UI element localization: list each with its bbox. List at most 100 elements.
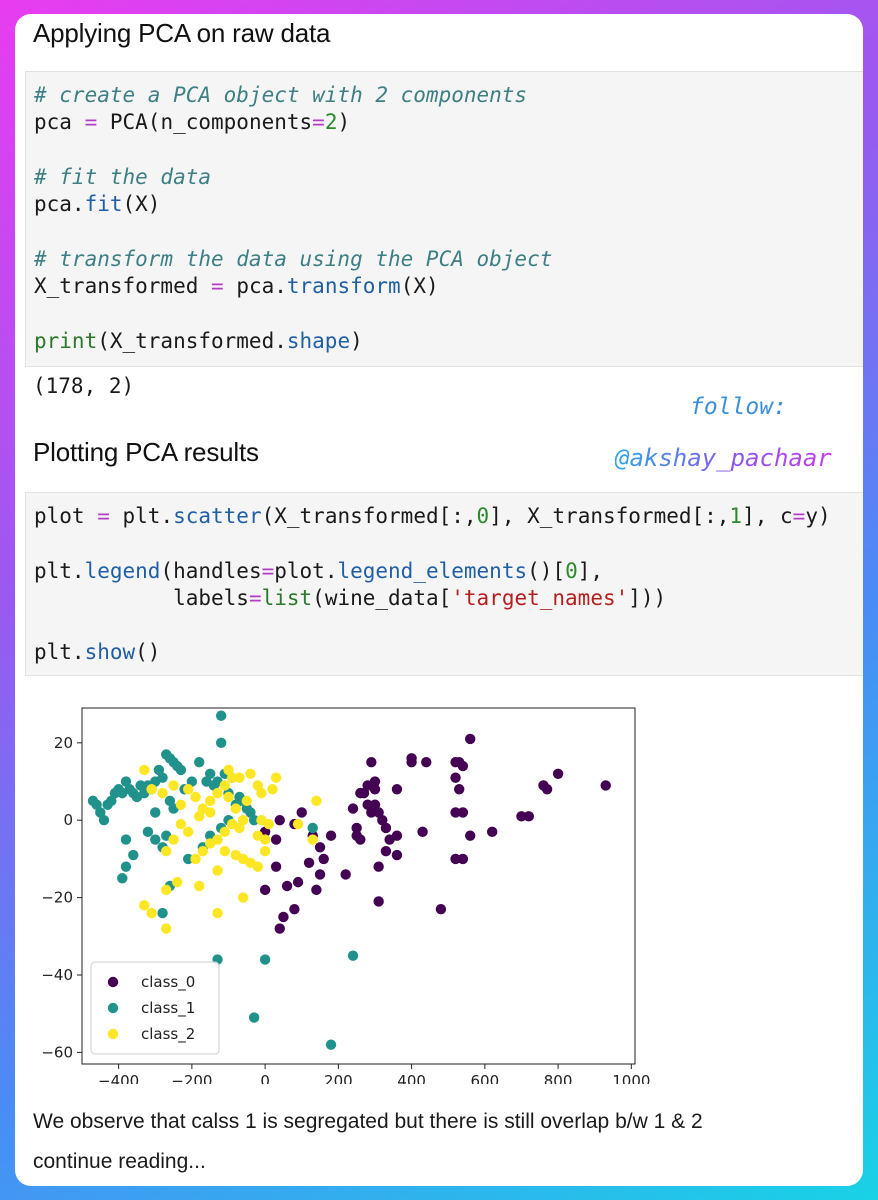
scatter-point-class-2	[223, 764, 234, 776]
scatter-point-class-2	[241, 795, 253, 807]
scatter-point-class-2	[307, 834, 318, 845]
code-line: pca.fit(X)	[34, 192, 160, 216]
scatter-point-class-1	[215, 737, 227, 749]
scatter-point-class-0	[516, 811, 527, 822]
scatter-point-class-2	[252, 830, 263, 841]
scatter-point-class-2	[157, 787, 168, 799]
scatter-point-class-1	[95, 807, 106, 818]
scatter-point-class-1	[245, 807, 256, 818]
scatter-point-class-0	[351, 822, 362, 834]
code-token: PCA(n_components	[97, 110, 313, 135]
scatter-point-class-1	[204, 768, 216, 779]
scatter-point-class-0	[523, 811, 534, 822]
scatter-point-class-2	[256, 787, 267, 799]
code-line: # transform the data using the PCA objec…	[34, 247, 552, 271]
scatter-point-class-0	[366, 756, 377, 768]
scatter-point-class-2	[161, 884, 172, 896]
code-token: ], c	[742, 504, 793, 528]
scatter-point-class-0	[274, 815, 285, 826]
watermark-follow: follow:	[690, 394, 787, 420]
scatter-point-class-2	[197, 845, 209, 857]
legend-label: class_1	[141, 999, 195, 1018]
scatter-point-class-1	[347, 950, 359, 961]
scatter-point-class-0	[450, 807, 461, 818]
scatter-point-class-1	[325, 1039, 337, 1050]
x-tick-label: −400	[98, 1072, 139, 1084]
code-line: plot = plt.scatter(X_transformed[:,0], X…	[34, 504, 831, 528]
scatter-point-class-2	[237, 815, 249, 826]
scatter-point-class-0	[281, 880, 293, 892]
scatter-point-class-2	[212, 865, 223, 876]
code-token: plot	[34, 504, 98, 528]
code-token: # fit the data	[34, 164, 212, 189]
code-token: scatter	[173, 504, 262, 528]
scatter-point-class-1	[248, 1012, 260, 1023]
scatter-point-class-1	[164, 795, 176, 807]
scatter-point-class-2	[193, 880, 205, 892]
scatter-point-class-0	[450, 772, 461, 783]
scatter-point-class-1	[120, 776, 132, 787]
code-cell-plot[interactable]: plot = plt.scatter(X_transformed[:,0], X…	[25, 492, 863, 676]
y-tick-label: 20	[54, 734, 73, 752]
scatter-point-class-1	[150, 807, 161, 818]
code-token: fit	[84, 192, 123, 217]
y-tick-label: 0	[63, 811, 73, 829]
scatter-point-class-2	[139, 764, 150, 776]
y-tick-label: −60	[41, 1043, 73, 1061]
code-token: plot.	[274, 558, 338, 583]
scatter-point-class-0	[292, 876, 304, 888]
scatter-point-class-0	[355, 834, 366, 845]
code-token: pca	[34, 110, 85, 135]
scatter-point-class-2	[226, 818, 238, 830]
scatter-point-class-2	[219, 780, 231, 791]
code-token: )	[350, 328, 363, 353]
scatter-point-class-0	[380, 845, 392, 857]
code-token: =	[84, 110, 98, 135]
scatter-point-class-1	[128, 849, 139, 861]
scatter-point-class-1	[135, 780, 146, 791]
legend-label: class_0	[141, 973, 195, 992]
code-token: y)	[805, 504, 831, 528]
caption-continue: continue reading...	[33, 1150, 206, 1173]
code-token: (X_transformed[:,	[261, 504, 477, 528]
scatter-point-class-0	[391, 849, 403, 861]
scatter-point-class-2	[183, 826, 194, 838]
scatter-point-class-2	[252, 861, 263, 872]
scatter-point-class-0	[311, 884, 322, 896]
scatter-point-class-0	[435, 904, 447, 915]
scatter-point-class-2	[146, 784, 157, 795]
scatter-point-class-2	[168, 834, 179, 845]
code-token: # create a PCA object with 2 components	[34, 83, 528, 107]
scatter-point-class-1	[186, 776, 198, 787]
scatter-point-class-0	[373, 807, 384, 818]
scatter-point-class-1	[157, 907, 168, 919]
code-token: )	[337, 110, 351, 135]
code-block-pca: # create a PCA object with 2 components …	[26, 72, 863, 355]
scatter-point-class-2	[161, 923, 172, 934]
scatter-point-class-2	[212, 787, 223, 799]
code-token: 2	[324, 110, 338, 135]
scatter-point-class-1	[120, 861, 132, 872]
code-token: plt.	[34, 640, 85, 665]
scatter-point-class-2	[252, 780, 263, 791]
scatter-point-class-0	[314, 842, 326, 853]
scatter-point-class-2	[204, 807, 216, 818]
code-line: # fit the data	[34, 165, 211, 189]
code-token: show	[84, 640, 136, 665]
scatter-point-class-0	[362, 799, 373, 810]
scatter-point-class-2	[245, 768, 256, 779]
scatter-point-class-2	[204, 838, 216, 849]
scatter-point-class-1	[106, 795, 117, 807]
scatter-point-class-2	[204, 795, 216, 807]
scatter-point-class-2	[139, 900, 150, 911]
scatter-point-class-0	[417, 826, 428, 838]
scatter-point-class-0	[421, 756, 432, 768]
code-token: pca.	[223, 274, 287, 299]
x-tick-label: 400	[397, 1072, 426, 1084]
code-line: print(X_transformed.shape)	[34, 329, 363, 353]
code-token: =	[312, 110, 325, 135]
scatter-point-class-0	[369, 799, 381, 810]
code-token: =	[97, 504, 110, 528]
scatter-point-class-0	[270, 861, 282, 872]
code-cell-pca[interactable]: # create a PCA object with 2 components …	[25, 71, 863, 367]
